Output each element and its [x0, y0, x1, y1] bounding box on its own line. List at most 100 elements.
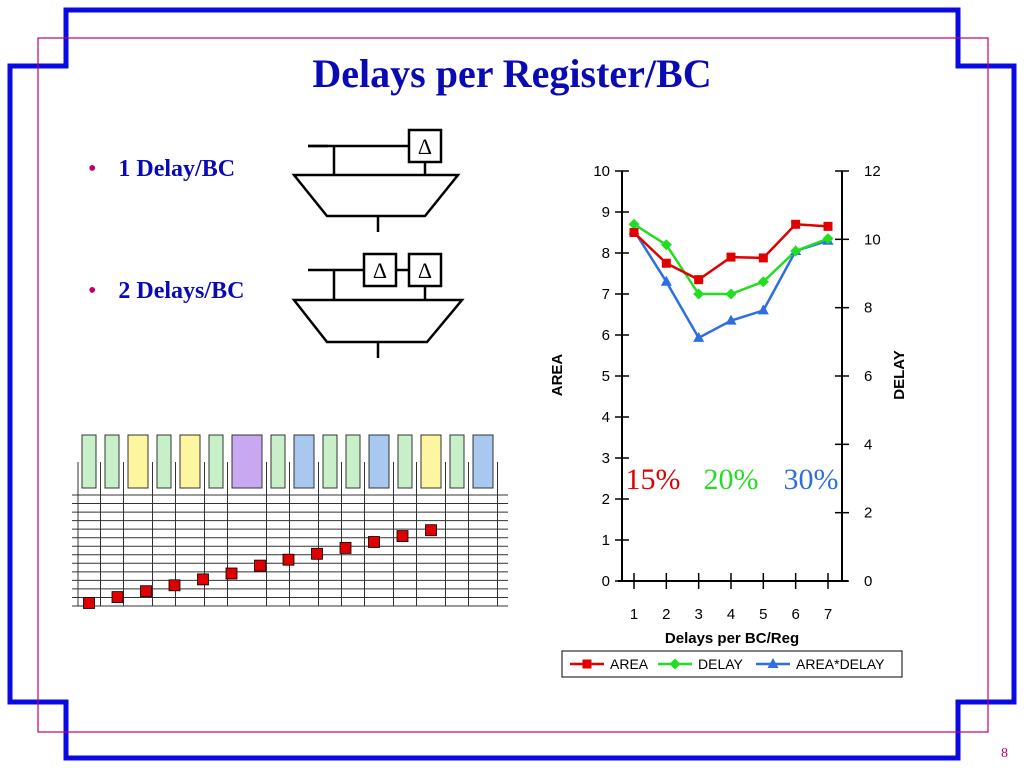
register-cell [127, 434, 149, 489]
data-point [693, 331, 705, 342]
y-right-tick-label: 2 [864, 505, 872, 522]
register-cell [104, 434, 120, 489]
red-marker [282, 553, 295, 566]
annotation-label: 20% [704, 463, 759, 496]
bullet-item-1: • 1 Delay/BC [88, 156, 235, 183]
legend-box [561, 650, 903, 678]
red-marker [368, 536, 380, 548]
register-cell [270, 434, 286, 489]
page-title: Delays per Register/BC [312, 51, 712, 96]
data-point [725, 314, 737, 325]
bullet-text-1: 1 Delay/BC [118, 156, 236, 182]
red-marker [197, 573, 209, 586]
data-point [694, 275, 704, 285]
data-point [661, 258, 671, 268]
y-left-tick-label: 0 [602, 573, 610, 590]
register-cell [397, 434, 413, 489]
y-left-tick-label: 4 [602, 409, 610, 426]
register-cell [293, 434, 315, 489]
x-tick-label: 7 [824, 606, 832, 623]
red-marker [425, 524, 437, 537]
register-cell [322, 434, 338, 489]
area-delay-chart: AREA DELAY Delays per BC/Reg 01234567891… [549, 163, 908, 678]
chart-legend: AREA DELAY AREA*DELAY [561, 650, 903, 678]
data-point [660, 275, 672, 286]
x-tick-label: 3 [694, 606, 702, 623]
legend-swatch-marker [767, 658, 779, 668]
register-cell [179, 434, 201, 489]
register-cell [368, 434, 390, 489]
register-cell [472, 434, 494, 489]
x-tick-label: 6 [791, 606, 799, 623]
y-right-tick-label: 4 [864, 436, 872, 453]
y-left-tick-label: 1 [602, 532, 610, 549]
red-marker [396, 530, 409, 542]
data-point [790, 245, 802, 257]
x-tick-label: 2 [662, 606, 670, 623]
legend-label: AREA [610, 656, 649, 672]
x-tick-label: 4 [727, 606, 735, 623]
data-point [791, 219, 801, 229]
outer-frame [7, 7, 1017, 761]
delta-label-1: Δ [418, 134, 432, 159]
y-right-tick-label: 10 [864, 231, 881, 248]
y-right-tick-label: 12 [864, 163, 881, 180]
register-cell [231, 434, 263, 489]
red-marker [225, 567, 238, 580]
x-tick-label: 1 [630, 606, 638, 623]
bullet-text-2: 2 Delays/BC [118, 278, 245, 304]
delta-label-2a: Δ [373, 258, 387, 283]
y-left-tick-label: 8 [602, 245, 610, 262]
mux-diagram-1 [291, 128, 461, 232]
y-right-tick-label: 8 [864, 300, 872, 317]
data-point [757, 276, 769, 288]
red-marker [111, 591, 124, 604]
y-right-tick-label: 0 [864, 573, 872, 590]
data-point [629, 228, 639, 237]
y-left-tick-label: 7 [602, 286, 610, 303]
y-left-tick-label: 5 [602, 368, 610, 385]
data-point [758, 253, 768, 263]
y-right-tick-label: 6 [864, 368, 872, 385]
data-point [757, 304, 769, 315]
red-marker [339, 542, 352, 554]
delta-label-2b: Δ [418, 258, 432, 283]
y-left-tick-label: 9 [602, 204, 610, 221]
red-marker [311, 547, 323, 560]
y-left-tick-label: 2 [602, 491, 610, 508]
data-point [725, 288, 737, 300]
register-cell [81, 434, 97, 489]
red-marker [254, 559, 266, 572]
mux-diagram-2 [291, 252, 465, 358]
legend-swatch-marker [582, 659, 592, 669]
inner-frame [37, 37, 989, 733]
register-cell [420, 434, 442, 489]
delay-diagrams: Δ Δ Δ [291, 128, 465, 358]
register-cell [449, 434, 465, 489]
red-marker [83, 597, 95, 609]
bullet-dot: • [88, 278, 97, 304]
x-tick-label: 5 [759, 606, 767, 623]
y-left-tick-label: 6 [602, 327, 610, 344]
register-cell [156, 434, 172, 489]
register-pipeline-diagram [72, 434, 508, 609]
annotation-label: 30% [784, 463, 839, 496]
red-marker [168, 579, 181, 592]
data-point [628, 218, 640, 230]
legend-label: DELAY [698, 656, 744, 672]
y-left-tick-label: 10 [593, 163, 610, 180]
legend-swatch-marker [669, 658, 681, 670]
red-marker [140, 585, 152, 598]
register-cell [345, 434, 361, 489]
y-left-tick-label: 3 [602, 450, 610, 467]
data-point [726, 252, 736, 262]
y-axis-right-label: DELAY [891, 350, 908, 399]
page-number: 8 [1001, 746, 1008, 761]
annotation-label: 15% [626, 463, 681, 496]
bullet-item-2: • 2 Delays/BC [88, 278, 244, 305]
y-axis-left-label: AREA [549, 354, 566, 397]
data-point [822, 233, 834, 245]
bullet-dot: • [88, 156, 97, 182]
data-point [823, 221, 833, 231]
